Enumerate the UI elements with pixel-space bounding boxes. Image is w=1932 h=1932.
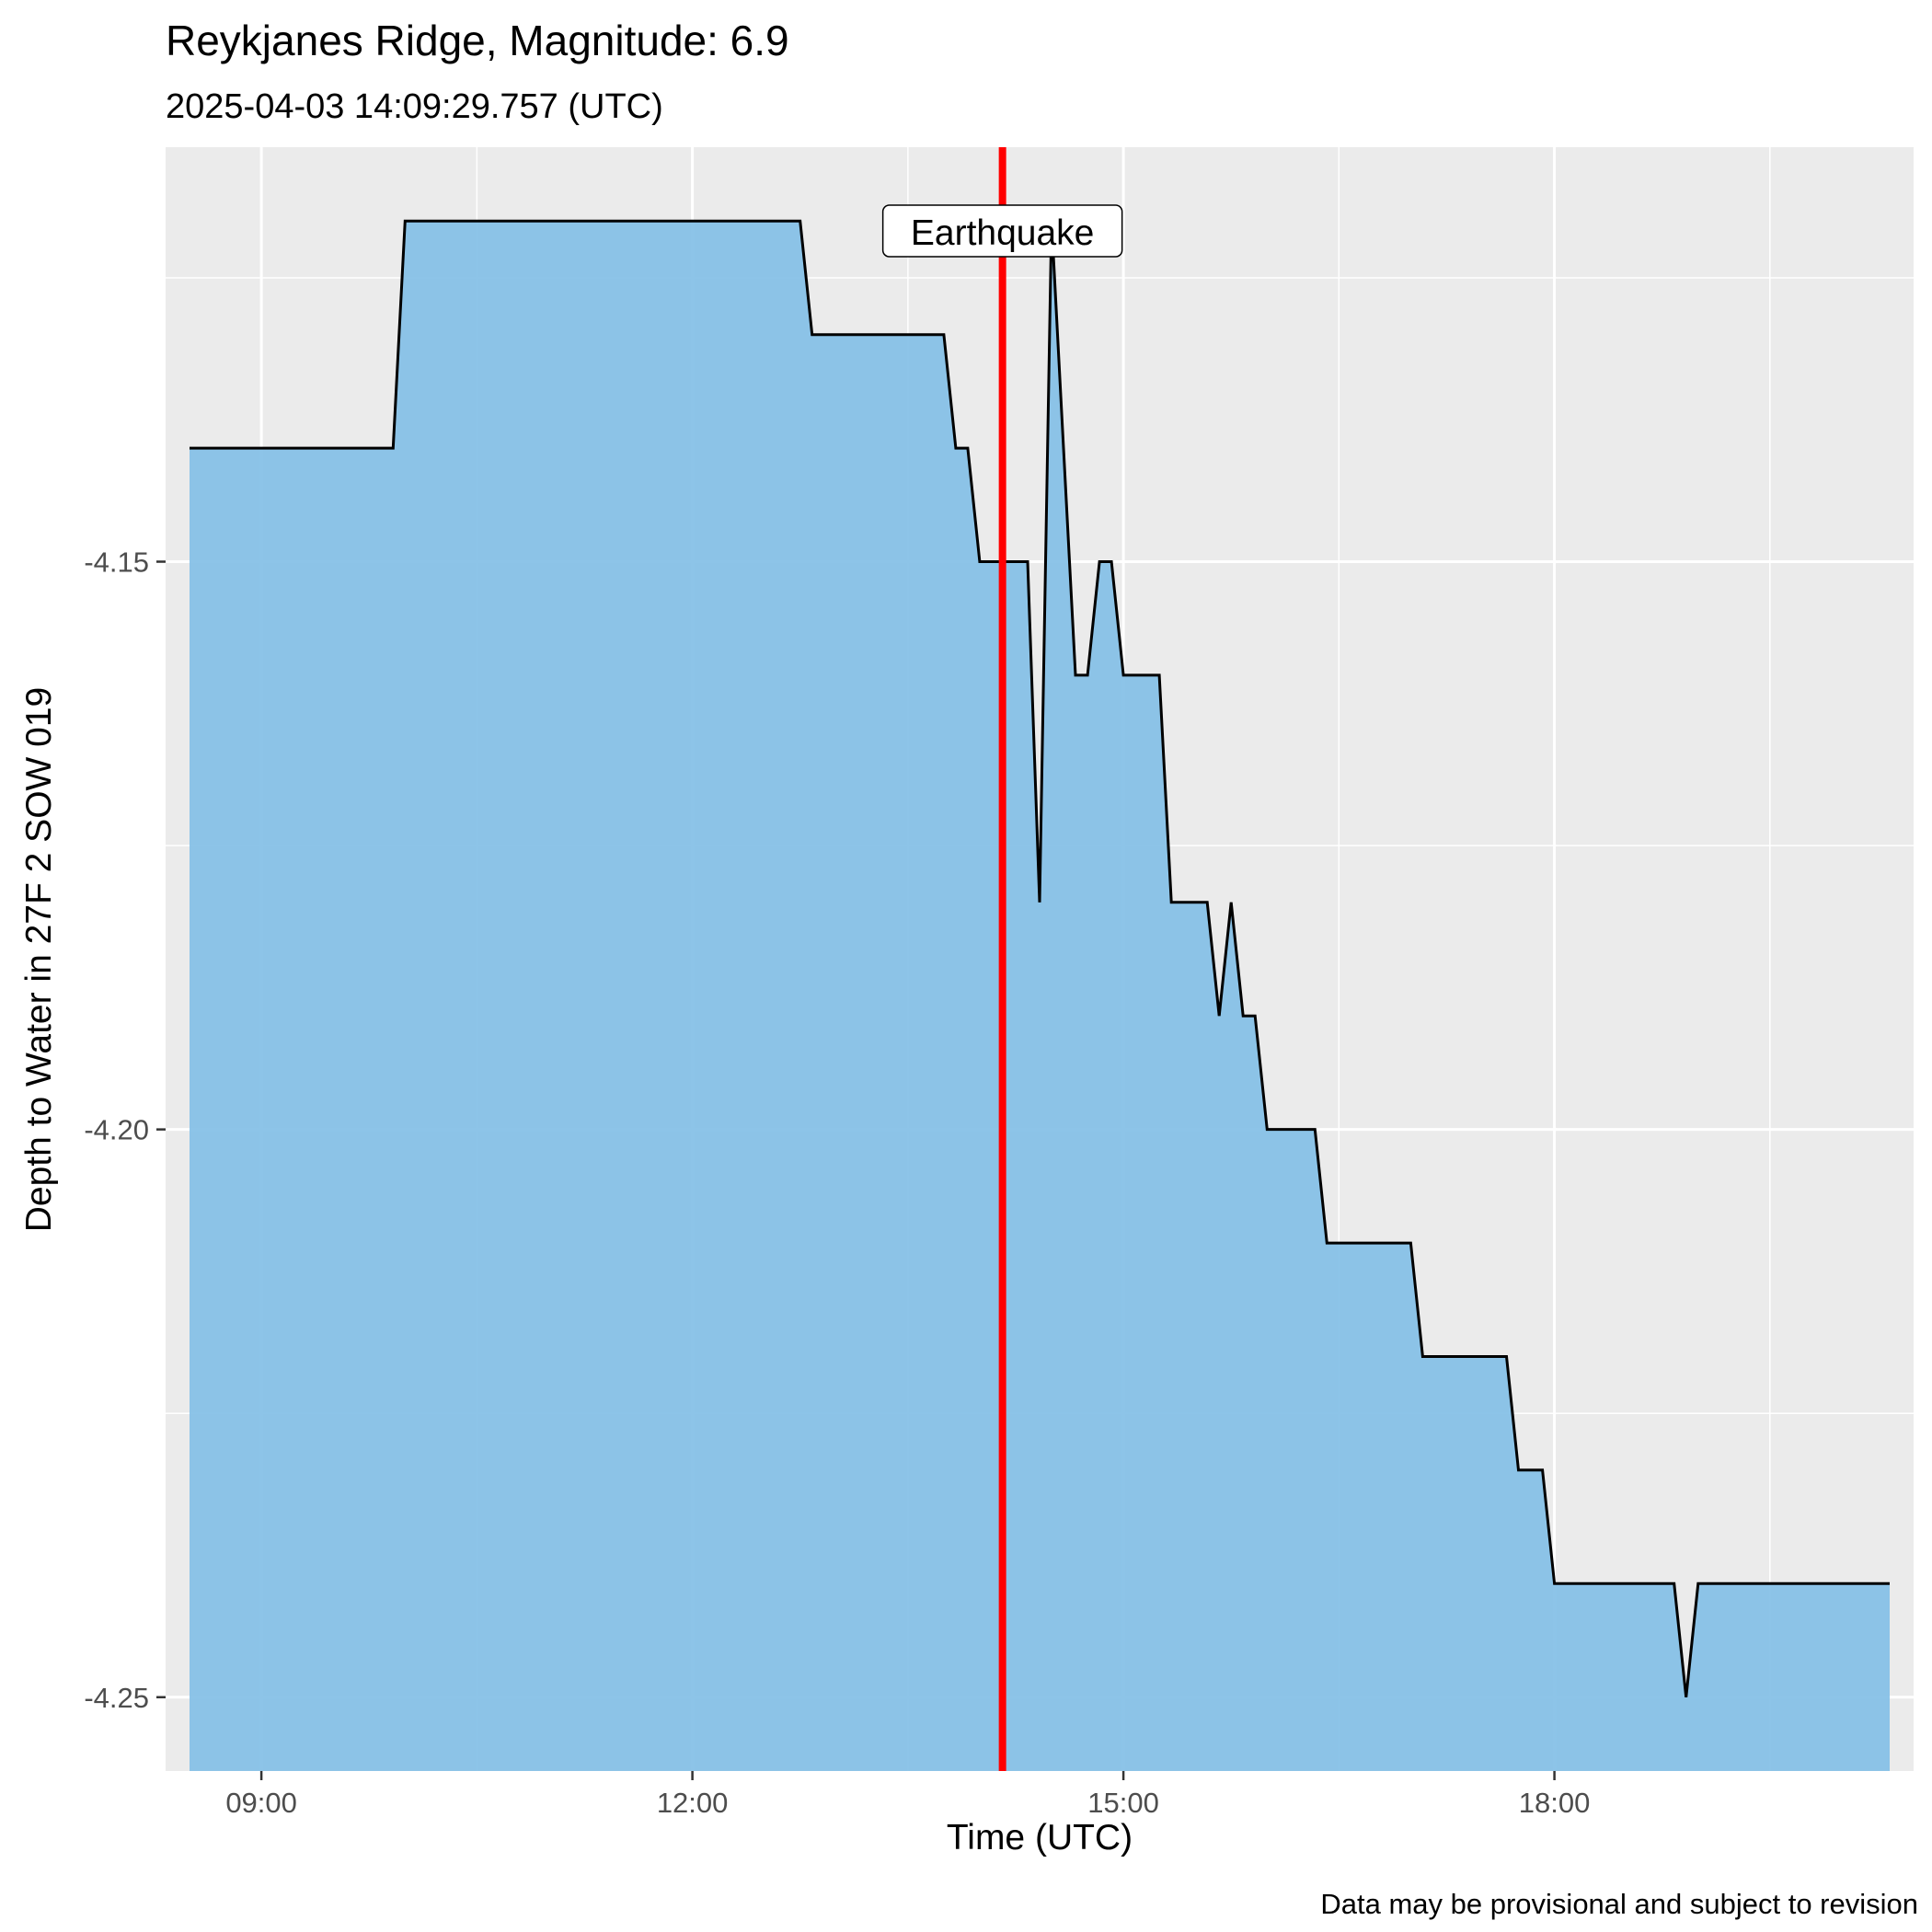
x-tick-label: 18:00 xyxy=(1519,1787,1591,1819)
x-tick-label: 12:00 xyxy=(657,1787,729,1819)
chart-subtitle: 2025-04-03 14:09:29.757 (UTC) xyxy=(166,87,663,126)
axes: 09:00 12:00 15:00 18:00 -4.15 -4.20 -4.25 xyxy=(84,546,1590,1819)
y-tick-label: -4.15 xyxy=(84,546,149,579)
earthquake-label-box xyxy=(881,204,1123,258)
y-tick-label: -4.25 xyxy=(84,1682,149,1714)
x-axis-label: Time (UTC) xyxy=(947,1818,1133,1857)
x-tick-label: 15:00 xyxy=(1087,1787,1159,1819)
chart-caption: Data may be provisional and subject to r… xyxy=(1320,1888,1918,1920)
series-line xyxy=(190,219,1890,1697)
earthquake-annotation: Earthquake xyxy=(881,147,1123,1771)
y-tick-label: -4.20 xyxy=(84,1114,149,1146)
chart-title: Reykjanes Ridge, Magnitude: 6.9 xyxy=(166,17,789,64)
y-axis-label: Depth to Water in 27F 2 SOW 019 xyxy=(19,687,59,1232)
series-layer xyxy=(190,219,1890,1772)
earthquake-label: Earthquake xyxy=(911,213,1094,253)
series-area xyxy=(190,221,1890,1772)
x-tick-label: 09:00 xyxy=(225,1787,297,1819)
